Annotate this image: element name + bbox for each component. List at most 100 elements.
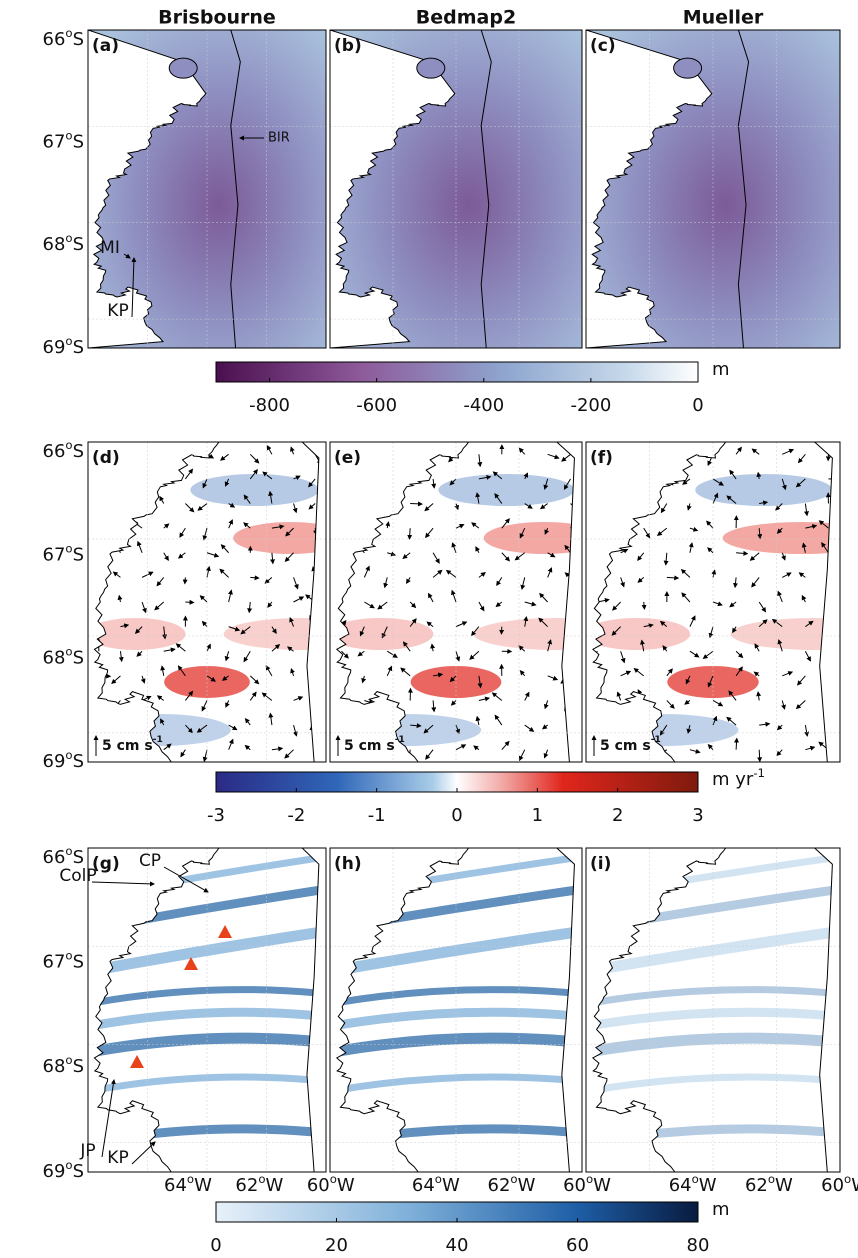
- label-part: 67: [43, 544, 66, 565]
- velocity-arrow: [240, 626, 251, 635]
- velocity-arrow: [634, 447, 645, 455]
- velocity-arrow: [184, 468, 194, 480]
- velocity-arrow: [268, 490, 274, 504]
- shelf: [94, 442, 319, 762]
- panel-frame: [585, 847, 841, 1173]
- velocity-arrow: [547, 639, 553, 652]
- velocity-arrow: [424, 503, 434, 512]
- velocity-arrow: [478, 571, 486, 578]
- velocity-arrow: [469, 650, 480, 660]
- label-part: 5 cm s: [600, 738, 651, 754]
- velocity-arrow: [445, 569, 457, 578]
- velocity-arrow: [753, 671, 760, 677]
- velocity-arrow: [759, 721, 771, 727]
- scale-label: 5 cm s-1: [600, 735, 661, 755]
- velocity-arrow: [249, 468, 258, 480]
- label-part: S: [73, 441, 84, 462]
- velocity-arrow: [268, 712, 274, 726]
- melt-patch: [483, 522, 575, 554]
- annotation: MI: [100, 238, 120, 258]
- velocity-arrow: [751, 448, 760, 455]
- velocity-arrow: [293, 596, 305, 603]
- velocity-arrow: [729, 601, 737, 608]
- colorbar-unit: m yr-1: [712, 766, 765, 791]
- lat-label: 66oS: [43, 844, 85, 869]
- velocity-arrow: [543, 478, 549, 490]
- colorbar-tick-label: -200: [570, 395, 611, 416]
- velocity-arrow: [681, 592, 691, 603]
- velocity-arrow: [751, 577, 760, 588]
- velocity-arrow: [758, 619, 768, 627]
- velocity-arrow: [666, 448, 672, 455]
- velocity-arrow: [180, 749, 186, 758]
- velocity-arrow: [163, 523, 170, 529]
- label-part: 68: [43, 648, 66, 669]
- velocity-arrow: [597, 700, 603, 709]
- velocity-arrow: [432, 569, 443, 578]
- velocity-arrow: [643, 527, 651, 539]
- velocity-arrow: [271, 626, 277, 635]
- velocity-arrow: [201, 700, 208, 712]
- velocity-arrow: [206, 675, 216, 682]
- velocity-arrow: [501, 740, 510, 751]
- panel-frame: [585, 29, 841, 349]
- velocity-arrow: [544, 527, 550, 535]
- velocity-arrow: [449, 675, 457, 683]
- velocity-arrow: [477, 454, 483, 468]
- velocity-arrow: [821, 542, 829, 554]
- label-part: o: [258, 1172, 265, 1186]
- velocity-arrow: [271, 524, 285, 530]
- velocity-arrow: [620, 577, 625, 588]
- velocity-arrow: [706, 520, 714, 529]
- label-part: -1: [395, 735, 405, 745]
- velocity-arrow: [137, 713, 143, 726]
- velocity-arrow: [795, 478, 806, 488]
- velocity-arrow: [159, 495, 165, 504]
- melt-patch: [94, 618, 186, 650]
- coastline: [592, 848, 833, 1172]
- colorbar-tick-label: 1: [532, 805, 543, 826]
- map-panel: [88, 442, 326, 762]
- velocity-arrow: [386, 442, 393, 455]
- annotation: JP: [79, 1141, 95, 1161]
- lat-label: 69oS: [43, 333, 85, 358]
- velocity-arrow: [228, 626, 241, 632]
- velocity-arrow: [656, 527, 668, 536]
- velocity-arrow: [196, 724, 208, 733]
- melt-patch: [695, 474, 833, 506]
- melt-patch: [722, 522, 833, 554]
- lat-label: 68oS: [43, 231, 85, 256]
- annotation: BIR: [268, 131, 290, 146]
- velocity-arrow: [290, 446, 295, 455]
- label-part: o: [65, 844, 72, 858]
- velocity-arrow: [185, 599, 195, 605]
- velocity-arrow: [224, 478, 230, 487]
- velocity-arrow: [385, 521, 391, 529]
- velocity-arrow: [707, 547, 714, 554]
- label-part: 67: [43, 132, 66, 153]
- velocity-arrow: [756, 691, 762, 701]
- velocity-arrow: [120, 503, 127, 515]
- velocity-arrow: [592, 738, 598, 750]
- label-part: m yr: [712, 769, 754, 790]
- velocity-arrow: [402, 552, 411, 560]
- label-part: 69: [43, 337, 66, 358]
- panel-label: (f): [590, 448, 613, 468]
- velocity-arrow: [357, 650, 365, 657]
- velocity-arrow: [228, 724, 238, 731]
- colorbar-tick-label: 60: [566, 1235, 589, 1256]
- velocity-arrow: [477, 675, 483, 689]
- velocity-arrow: [156, 695, 165, 701]
- streak: [592, 1032, 833, 1058]
- velocity-arrow: [455, 524, 465, 529]
- velocity-arrow: [592, 545, 598, 554]
- velocity-arrow: [758, 601, 767, 613]
- velocity-arrow: [400, 667, 411, 677]
- annotation-arrow: [123, 253, 131, 259]
- velocity-arrow: [308, 503, 316, 510]
- map-panel: [330, 442, 582, 762]
- velocity-arrow: [754, 643, 760, 652]
- velocity-arrow: [707, 744, 714, 751]
- label-part: 64: [669, 1175, 692, 1196]
